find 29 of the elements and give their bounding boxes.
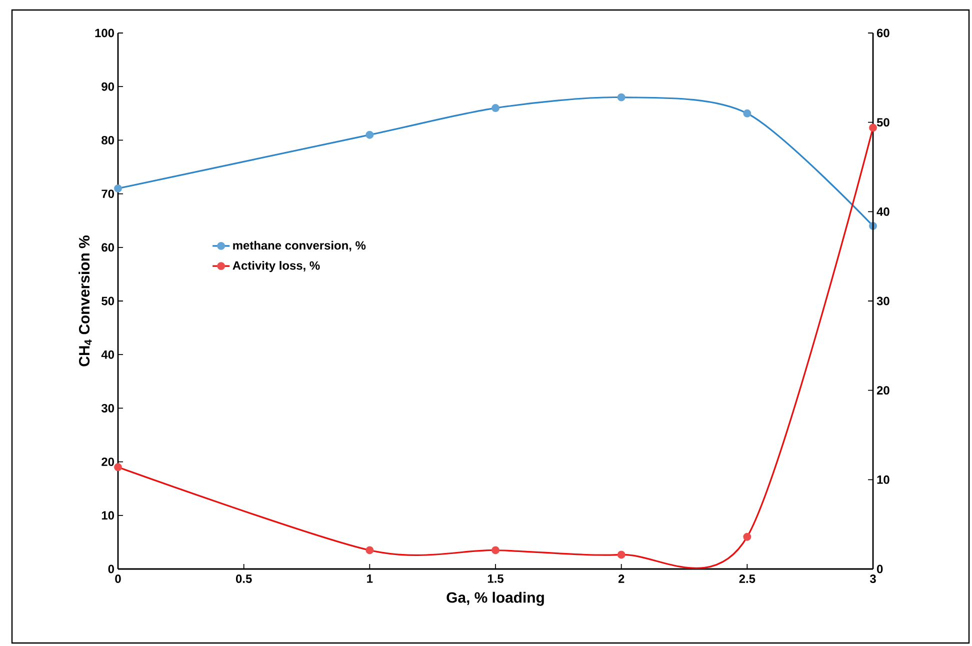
y2-tick-label: 0 [876,564,883,574]
x-tick-label: 3 [870,574,876,583]
y2-tick-label: 40 [876,207,890,216]
y-tick-label: 20 [102,458,114,466]
x-tick-label: 0.5 [236,574,252,583]
y2-tick-label: 60 [876,28,890,38]
y-tick-label: 70 [102,190,114,198]
y-tick-label: 0 [108,564,114,574]
y2-tick-label: 20 [876,386,890,395]
y-tick-label: 60 [102,243,114,252]
y-tick-label: 10 [102,511,114,520]
y-tick-label: 30 [101,404,114,412]
x-tick-label: 2.5 [739,574,756,583]
legend-label: Activity loss, % [232,260,320,272]
x-tick-label: 2 [618,574,624,583]
x-tick-label: 1 [367,574,373,583]
y2-tick-label: 30 [876,296,890,306]
y-tick-label: 40 [101,350,114,359]
x-axis-title: Ga, % loading [446,592,544,606]
x-tick-label: 0 [115,574,121,583]
y-tick-label: 80 [102,136,114,144]
y-tick-label: 50 [102,296,114,306]
y2-tick-label: 50 [876,118,890,127]
legend-label: methane conversion, % [233,240,366,252]
x-tick-label: 1.5 [488,574,504,583]
y-axis-title: CH$_{4}$ Conversion % [78,236,92,366]
y-tick-label: 90 [102,82,114,91]
y2-tick-label: 10 [877,475,890,484]
y-tick-label: 100 [95,28,114,38]
